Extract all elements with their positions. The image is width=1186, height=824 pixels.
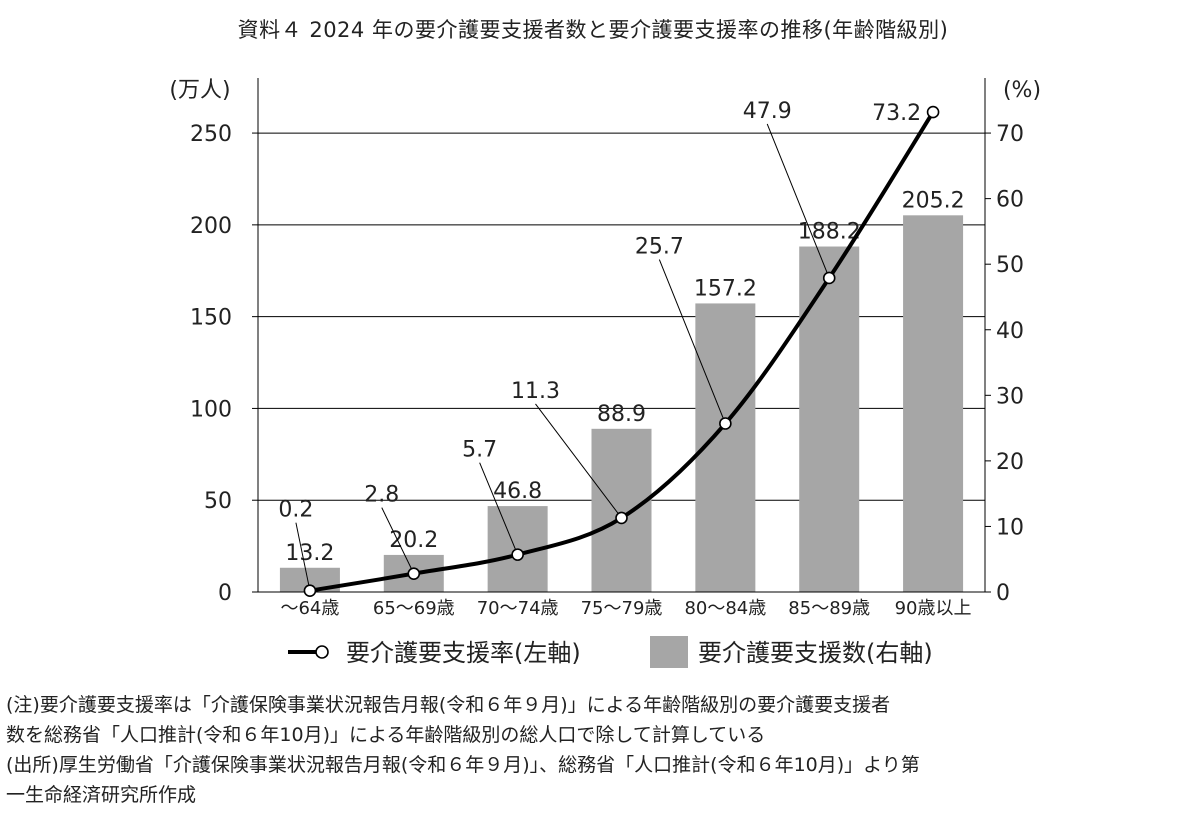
rate-value-label: 47.9 bbox=[743, 99, 792, 124]
bar-value-label: 20.2 bbox=[389, 528, 438, 553]
right-tick-label: 30 bbox=[996, 384, 1024, 409]
bar-value-label: 157.2 bbox=[694, 276, 757, 301]
rate-value-label: 73.2 bbox=[872, 101, 921, 126]
legend-label-count: 要介護要支援数(右軸) bbox=[698, 639, 933, 667]
leader-line bbox=[381, 507, 415, 574]
chart-title: 資料４ 2024 年の要介護要支援者数と要介護要支援率の推移(年齢階級別) bbox=[237, 18, 949, 42]
bar-value-label: 88.9 bbox=[597, 402, 646, 427]
right-axis-unit: (%) bbox=[1003, 78, 1041, 103]
right-tick-label: 50 bbox=[996, 253, 1024, 278]
right-tick-label: 10 bbox=[996, 515, 1024, 540]
bar-value-labels: 13.2 20.2 46.8 88.9 157.2 188.2 205.2 bbox=[285, 188, 964, 565]
rate-marker bbox=[822, 271, 836, 285]
bar bbox=[591, 428, 652, 592]
note-line: (注)要介護要支援率は「介護保険事業状況報告月報(令和６年９月)」による年齢階級… bbox=[6, 694, 891, 716]
left-tick-label: 250 bbox=[190, 122, 232, 147]
leader-line bbox=[658, 259, 726, 424]
bar-value-label: 188.2 bbox=[798, 220, 861, 245]
leader-lines bbox=[295, 123, 830, 591]
rate-value-label: 2.8 bbox=[364, 483, 399, 508]
left-tick-label: 50 bbox=[204, 489, 232, 514]
rate-marker bbox=[926, 105, 940, 119]
bar-value-label: 205.2 bbox=[902, 188, 965, 213]
rate-marker bbox=[719, 417, 732, 430]
bar-value-label: 46.8 bbox=[493, 479, 542, 504]
rate-marker bbox=[407, 567, 421, 580]
category-label: 75～79歳 bbox=[581, 598, 663, 619]
tick-labels: 0 50 100 150 200 250 0 10 20 30 40 50 60 70 (万人) (%) ～64… bbox=[169, 78, 1041, 619]
category-label: 90歳以上 bbox=[895, 598, 972, 619]
legend-bar-swatch bbox=[650, 636, 688, 668]
right-tick-label: 20 bbox=[996, 450, 1024, 475]
note-line: (出所)厚生労働省「介護保険事業状況報告月報(令和６年９月)」、総務省「人口推計… bbox=[6, 754, 920, 776]
note-line: 数を総務省「人口推計(令和６年10月)」による年齢階級別の総人口で除して計算して… bbox=[6, 724, 766, 746]
left-axis-unit: (万人) bbox=[169, 78, 230, 103]
category-label: ～64歳 bbox=[280, 598, 339, 619]
leader-line bbox=[766, 123, 830, 279]
axes bbox=[252, 78, 991, 593]
line-series bbox=[303, 105, 940, 597]
legend-marker-swatch bbox=[315, 645, 329, 659]
chart: 13.2 20.2 46.8 88.9 157.2 188.2 205.2 0.2 2.8 5.… bbox=[169, 78, 1041, 668]
rate-value-label: 0.2 bbox=[278, 498, 313, 523]
rate-value-label: 25.7 bbox=[635, 235, 684, 260]
category-label: 85～89歳 bbox=[788, 598, 870, 619]
note-line: 一生命経済研究所作成 bbox=[6, 784, 197, 806]
left-tick-label: 0 bbox=[218, 581, 232, 606]
rate-marker bbox=[511, 548, 524, 561]
leader-line bbox=[479, 462, 519, 555]
left-tick-label: 150 bbox=[190, 306, 232, 331]
rate-value-label: 11.3 bbox=[511, 379, 560, 404]
right-tick-label: 60 bbox=[996, 188, 1024, 213]
line-value-labels: 0.2 2.8 5.7 11.3 25.7 47.9 73.2 bbox=[278, 99, 921, 523]
gridlines bbox=[258, 132, 985, 501]
bar-value-label: 13.2 bbox=[285, 541, 334, 566]
legend: 要介護要支援率(左軸) 要介護要支援数(右軸) bbox=[288, 636, 933, 668]
bar bbox=[903, 215, 964, 592]
category-label: 70～74歳 bbox=[477, 598, 559, 619]
right-tick-label: 70 bbox=[996, 122, 1024, 147]
rate-marker bbox=[615, 511, 628, 525]
notes: (注)要介護要支援率は「介護保険事業状況報告月報(令和６年９月)」による年齢階級… bbox=[6, 690, 1182, 810]
right-tick-label: 40 bbox=[996, 319, 1024, 344]
rate-value-label: 5.7 bbox=[462, 438, 497, 463]
bar bbox=[799, 246, 860, 593]
legend-label-rate: 要介護要支援率(左軸) bbox=[346, 639, 581, 667]
category-label: 65～69歳 bbox=[373, 598, 455, 619]
leader-line bbox=[295, 522, 311, 591]
left-tick-label: 100 bbox=[190, 397, 232, 422]
right-tick-label: 0 bbox=[996, 581, 1010, 606]
rate-marker bbox=[303, 584, 317, 597]
leader-line bbox=[535, 403, 622, 519]
left-tick-label: 200 bbox=[190, 214, 232, 239]
category-label: 80～84歳 bbox=[684, 598, 766, 619]
